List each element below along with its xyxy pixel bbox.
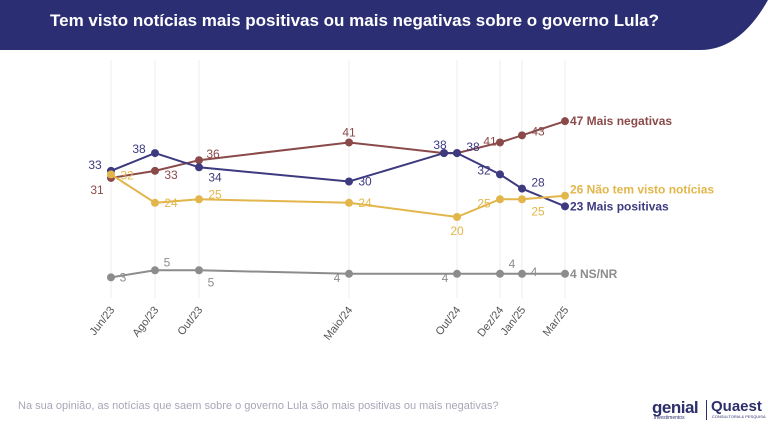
data-point — [496, 195, 504, 204]
data-point — [345, 269, 353, 278]
logos: genial investimentos Quaest CONSULTORIA … — [652, 398, 766, 424]
data-point — [518, 184, 526, 193]
data-label: 38 — [132, 142, 146, 156]
data-label: 32 — [120, 168, 134, 182]
series-end-label: 4 NS/NR — [570, 267, 618, 281]
data-label: 34 — [208, 170, 222, 184]
data-label: 31 — [90, 183, 104, 197]
x-tick-label: Jun/23 — [88, 304, 118, 337]
quaest-logo: Quaest — [711, 398, 762, 415]
data-point — [561, 117, 569, 126]
data-point — [345, 138, 353, 147]
data-label: 25 — [477, 196, 491, 210]
data-point — [345, 177, 353, 186]
data-point — [496, 138, 504, 147]
series-end-label: 47 Mais negativas — [570, 114, 672, 128]
data-point — [518, 195, 526, 204]
data-point — [151, 266, 159, 275]
data-point — [151, 166, 159, 175]
data-label: 33 — [164, 168, 178, 182]
data-label: 25 — [531, 204, 545, 218]
page-title: Tem visto notícias mais positivas ou mai… — [50, 11, 660, 30]
data-point — [518, 131, 526, 140]
series-line — [110, 120, 566, 179]
x-tick-label: Mar/25 — [541, 304, 572, 338]
data-point — [345, 198, 353, 207]
header-band-shape — [0, 0, 768, 50]
x-tick-label: Out/24 — [434, 304, 464, 337]
data-point — [195, 156, 203, 165]
data-label: 41 — [342, 125, 356, 139]
data-point — [107, 170, 115, 179]
genial-logo-sub: investimentos — [654, 415, 685, 421]
x-tick-label: Ago/23 — [130, 304, 161, 339]
data-label: 24 — [358, 196, 372, 210]
data-label: 36 — [206, 147, 220, 161]
data-label: 5 — [208, 275, 215, 289]
data-point — [195, 163, 203, 172]
quaest-logo-sub: CONSULTORIA & PESQUISA — [712, 414, 766, 419]
data-label: 33 — [88, 158, 102, 172]
data-label: 4 — [334, 271, 341, 285]
data-label: 4 — [442, 271, 449, 285]
data-point — [107, 273, 115, 282]
data-label: 41 — [483, 134, 497, 148]
header-band: Tem visto notícias mais positivas ou mai… — [0, 0, 768, 50]
data-label: 24 — [164, 196, 178, 210]
data-label: 38 — [466, 140, 480, 154]
data-point — [440, 149, 448, 158]
data-point — [561, 269, 569, 278]
logo-divider — [706, 400, 707, 420]
data-point — [518, 269, 526, 278]
data-label: 20 — [450, 224, 464, 238]
data-label: 43 — [531, 124, 545, 138]
data-point — [151, 198, 159, 207]
data-point — [195, 266, 203, 275]
line-chart: Jun/23 Ago/23 Out/23 Maio/24 Out/24 Dez/24Jan… — [88, 60, 714, 343]
series-end-label: 23 Mais positivas — [570, 199, 669, 213]
genial-logo: genial — [652, 398, 699, 417]
data-point — [453, 149, 461, 158]
data-point — [561, 191, 569, 200]
series-end-label: 26 Não tem visto notícias — [570, 183, 714, 197]
x-tick-label: Maio/24 — [322, 304, 356, 342]
data-label: 32 — [477, 163, 491, 177]
data-point — [151, 149, 159, 158]
data-label: 4 — [509, 257, 516, 271]
data-point — [496, 170, 504, 179]
data-point — [561, 202, 569, 211]
survey-question: Na sua opinião, as notícias que saem sob… — [18, 400, 499, 412]
data-label: 28 — [531, 176, 545, 190]
data-label: 25 — [208, 187, 222, 201]
data-label: 4 — [531, 265, 538, 279]
data-point — [195, 195, 203, 204]
data-label: 38 — [433, 138, 447, 152]
x-tick-label: Out/23 — [176, 304, 206, 337]
data-label: 3 — [120, 270, 127, 284]
data-point — [453, 269, 461, 278]
data-label: 30 — [358, 175, 372, 189]
data-point — [496, 269, 504, 278]
data-point — [453, 213, 461, 221]
data-label: 5 — [164, 255, 171, 269]
